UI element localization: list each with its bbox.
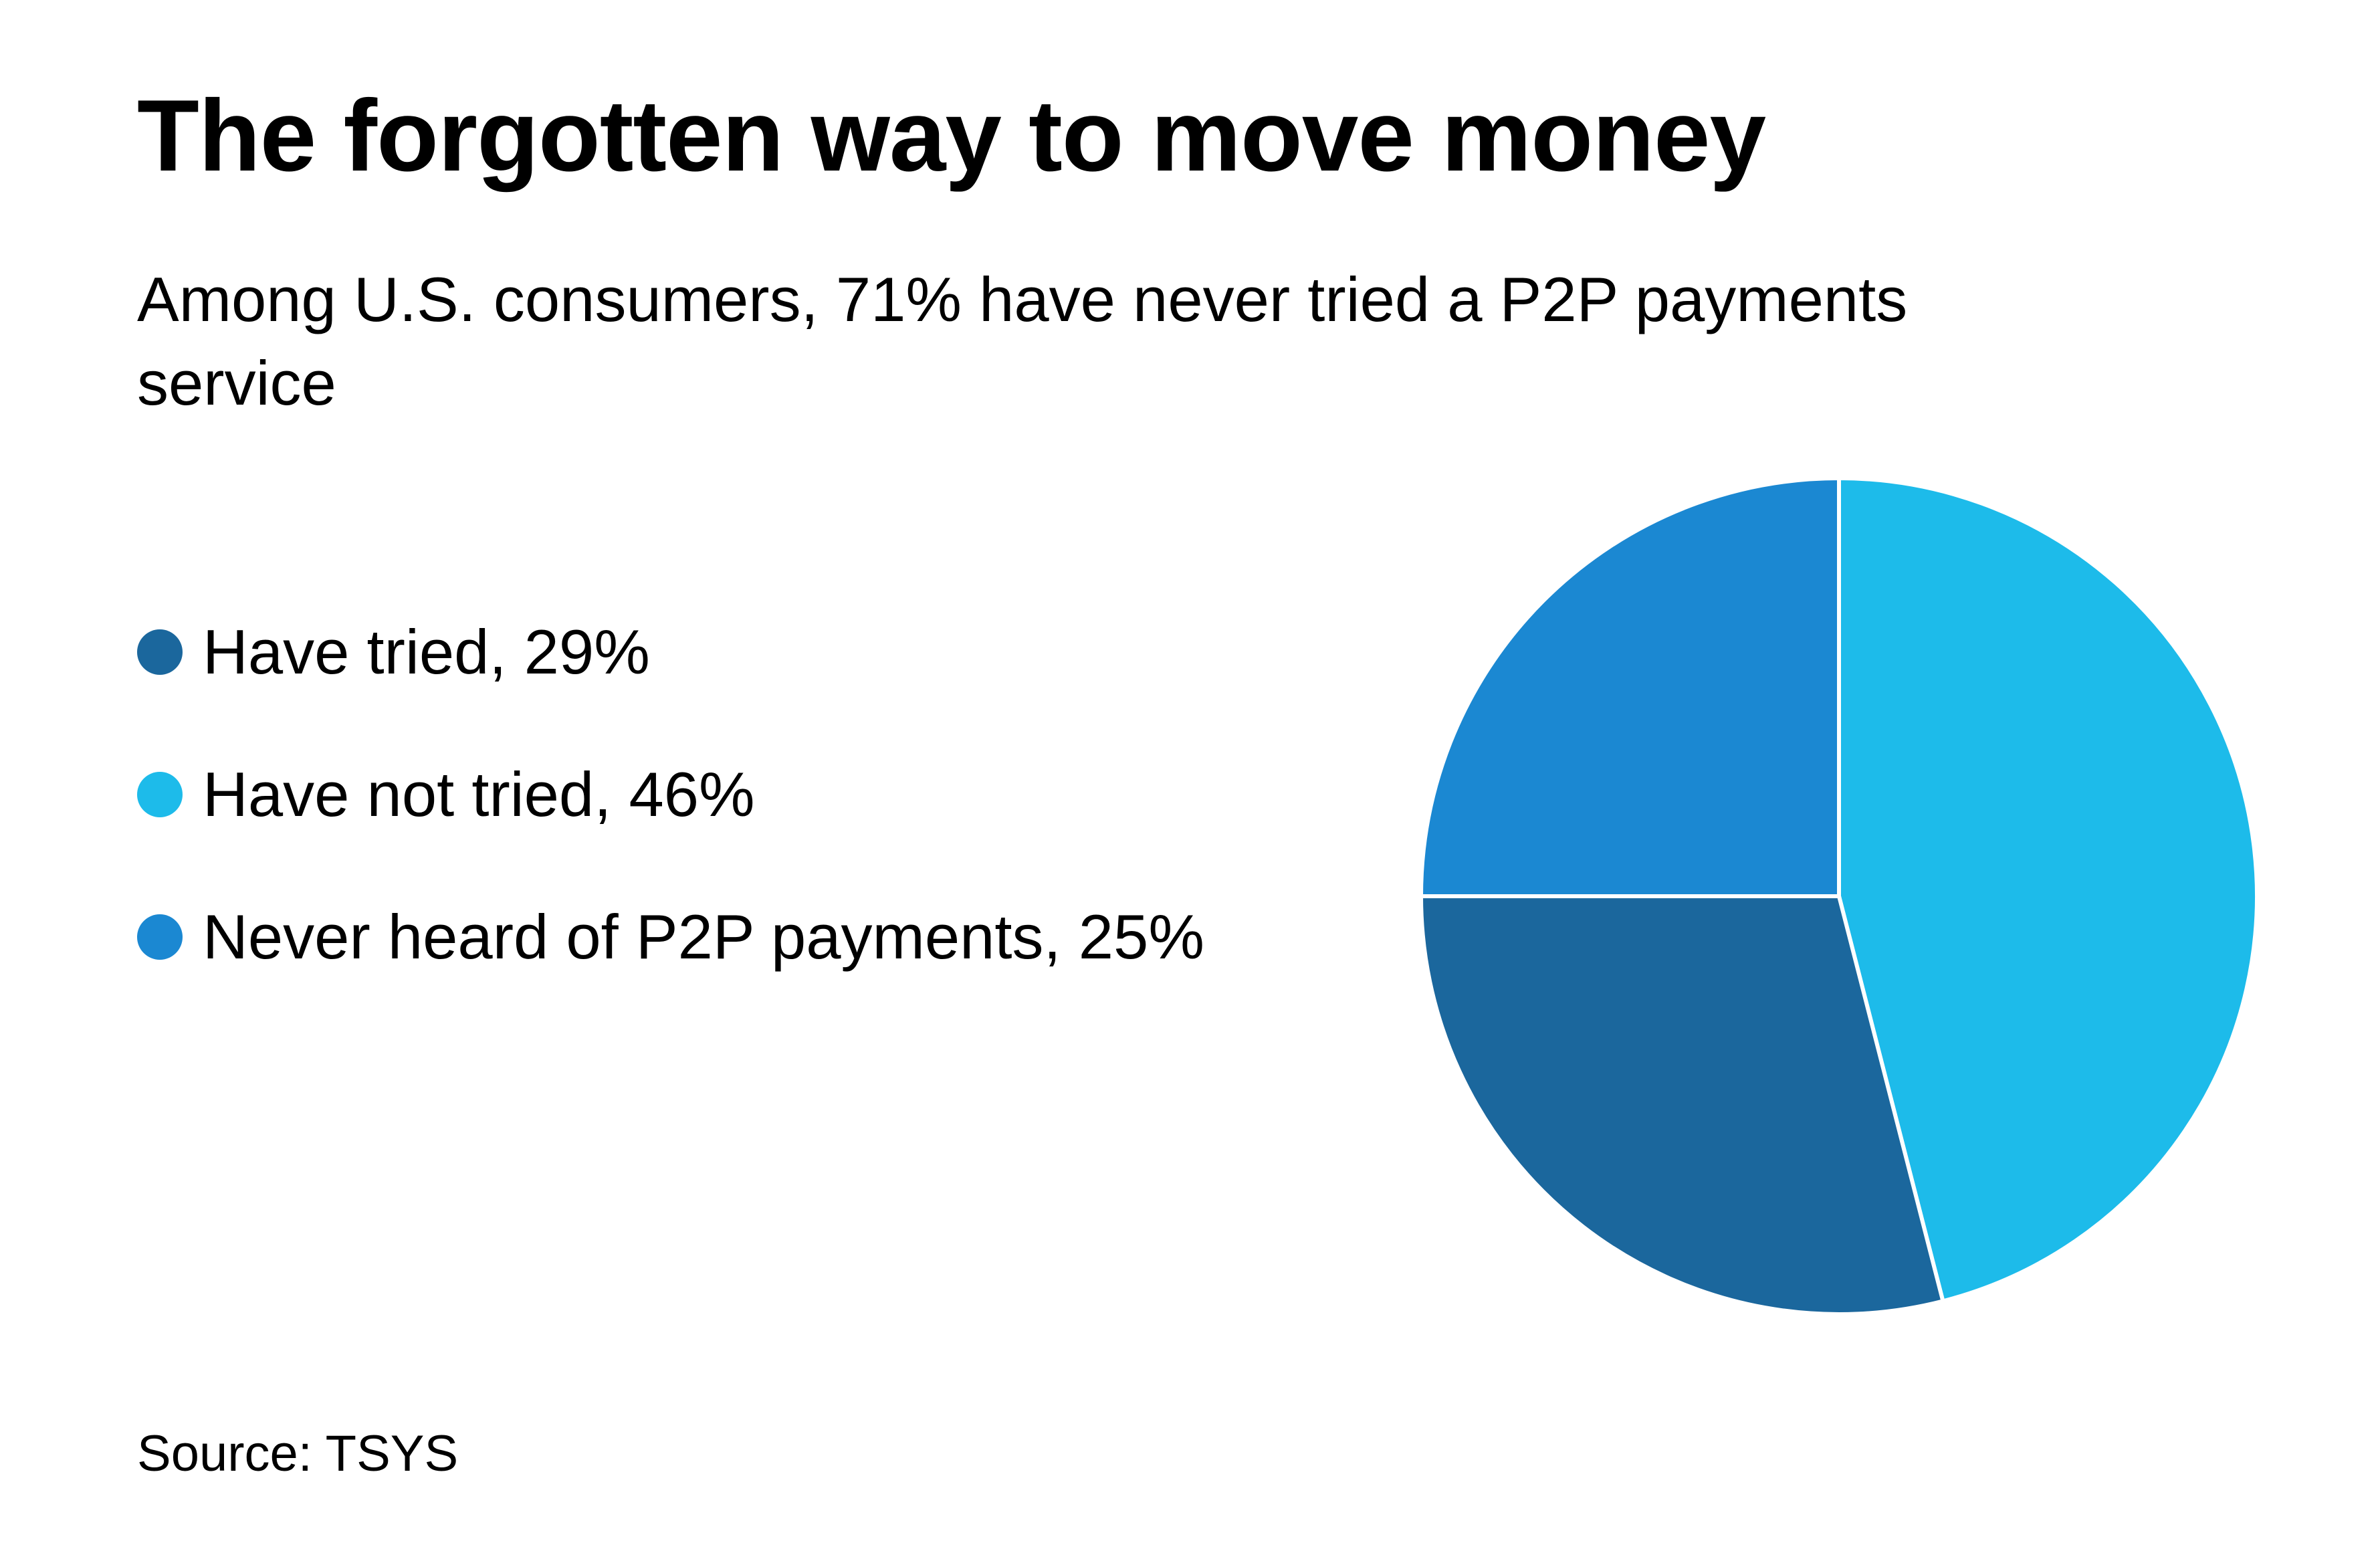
chart-legend: Have tried, 29% Have not tried, 46% Neve… — [137, 615, 1204, 1043]
legend-label-have-not-tried: Have not tried, 46% — [203, 759, 755, 829]
legend-item-have-tried: Have tried, 29% — [137, 615, 1204, 689]
legend-swatch-have-not-tried — [137, 772, 183, 817]
pie-slice-have-not-tried — [1837, 476, 2259, 1304]
chart-title: The forgotten way to move money — [137, 79, 1766, 193]
legend-swatch-never-heard — [137, 914, 183, 960]
legend-label-have-tried: Have tried, 29% — [203, 617, 650, 687]
legend-item-never-heard: Never heard of P2P payments, 25% — [137, 900, 1204, 974]
legend-label-never-heard: Never heard of P2P payments, 25% — [203, 902, 1204, 972]
legend-item-have-not-tried: Have not tried, 46% — [137, 758, 1204, 831]
pie-slice-never-heard — [1419, 476, 1841, 898]
legend-swatch-have-tried — [137, 629, 183, 675]
source-note: Source: TSYS — [137, 1425, 459, 1482]
pie-slice-have-tried — [1419, 894, 1945, 1316]
chart-subtitle: Among U.S. consumers, 71% have never tri… — [137, 264, 1908, 418]
pie-chart — [1419, 476, 2259, 1316]
